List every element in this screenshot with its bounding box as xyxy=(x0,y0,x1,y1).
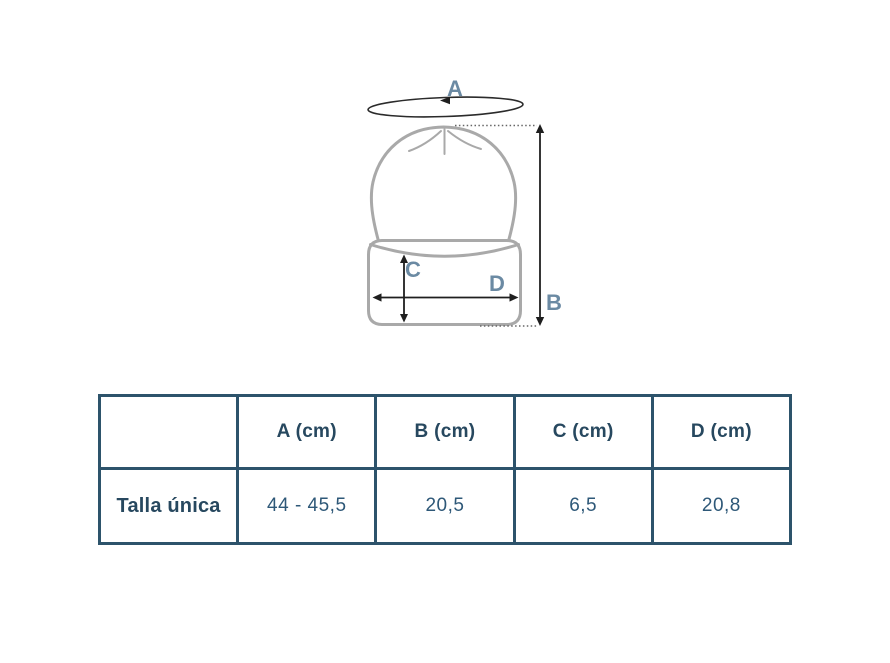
size-table-header: A (cm) B (cm) C (cm) D (cm) xyxy=(97,394,793,470)
value-c: 6,5 xyxy=(512,467,654,545)
arrow-left-icon xyxy=(372,293,382,302)
hat-body-outline xyxy=(369,125,518,252)
header-cell-a: A (cm) xyxy=(236,394,378,470)
header-cell-d: D (cm) xyxy=(650,394,793,470)
beanie-diagram xyxy=(367,96,545,327)
dimension-label-b: B xyxy=(546,290,563,315)
size-table-body: Talla única 44 - 45,5 20,5 6,5 20,8 xyxy=(97,467,793,545)
table-row: Talla única 44 - 45,5 20,5 6,5 20,8 xyxy=(97,467,793,545)
arrow-right-icon xyxy=(509,293,519,302)
crown-gather-right xyxy=(447,130,482,150)
circumference-arrow-icon xyxy=(440,96,450,105)
dimension-label-c: C xyxy=(405,257,422,282)
arrow-down-icon xyxy=(400,314,408,323)
arrow-up-icon xyxy=(535,124,545,133)
size-table: A (cm) B (cm) C (cm) D (cm) Talla única … xyxy=(97,394,793,545)
arrow-down-icon xyxy=(535,317,545,326)
value-b: 20,5 xyxy=(374,467,516,545)
header-cell-c: C (cm) xyxy=(512,394,654,470)
dimension-label-a: A xyxy=(447,76,464,101)
arrow-up-icon xyxy=(400,254,408,263)
cuff-fold-line xyxy=(369,243,520,258)
dimension-label-d: D xyxy=(489,271,506,296)
circumference-ellipse xyxy=(367,96,524,118)
header-cell-b: B (cm) xyxy=(374,394,516,470)
size-row-label: Talla única xyxy=(97,467,240,545)
header-cell-empty xyxy=(97,394,240,470)
value-a: 44 - 45,5 xyxy=(236,467,378,545)
value-d: 20,8 xyxy=(650,467,793,545)
header-row: A (cm) B (cm) C (cm) D (cm) xyxy=(97,394,793,470)
crown-gather-left xyxy=(408,130,442,152)
